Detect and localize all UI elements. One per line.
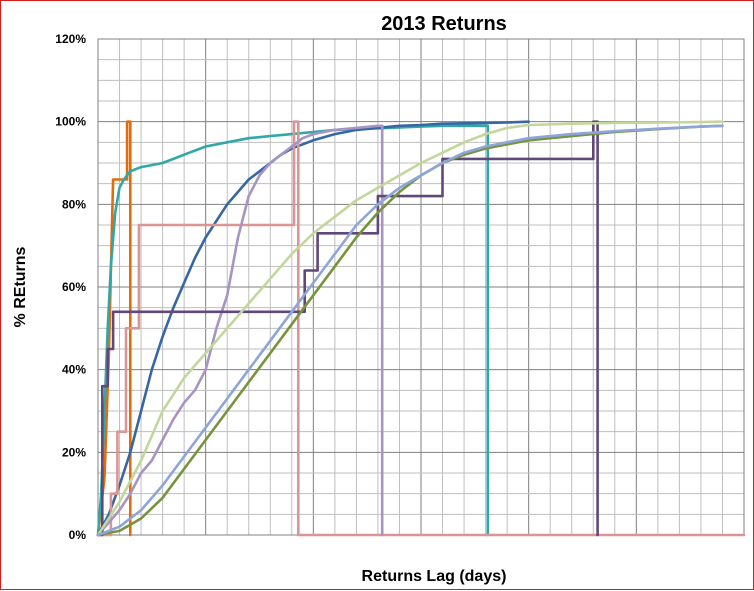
y-tick-label: 60% xyxy=(62,280,86,294)
series-line-4 xyxy=(96,120,746,537)
y-tick-label: 100% xyxy=(55,115,86,129)
series-line-7 xyxy=(96,120,724,537)
y-tick-label: 120% xyxy=(55,32,86,46)
series-line-9 xyxy=(96,124,724,537)
x-axis-label: Returns Lag (days) xyxy=(362,568,507,585)
y-tick-label: 0% xyxy=(69,528,87,542)
series-line-3 xyxy=(96,120,531,537)
grid xyxy=(97,38,745,536)
series-line-5 xyxy=(96,124,384,537)
y-tick-label: 20% xyxy=(62,445,86,459)
y-tick-label: 40% xyxy=(62,363,86,377)
series-line-8 xyxy=(96,124,724,537)
y-tick-labels: 0% 20% 40% 60% 80% 100% 120% xyxy=(55,32,86,542)
series-layer xyxy=(96,120,746,537)
y-tick-label: 80% xyxy=(62,197,86,211)
series-line-1 xyxy=(96,120,132,537)
series-line-6 xyxy=(96,120,599,537)
series-line-2 xyxy=(96,124,490,537)
y-axis-label: % REturns xyxy=(12,246,29,327)
chart-title: 2013 Returns xyxy=(381,13,507,35)
